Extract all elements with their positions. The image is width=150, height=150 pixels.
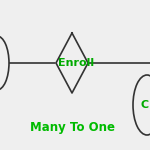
Text: C: C (141, 100, 149, 110)
Text: Many To One: Many To One (30, 121, 114, 134)
Ellipse shape (0, 36, 9, 90)
Text: Enroll: Enroll (58, 58, 94, 68)
Ellipse shape (133, 75, 150, 135)
Polygon shape (56, 33, 88, 93)
